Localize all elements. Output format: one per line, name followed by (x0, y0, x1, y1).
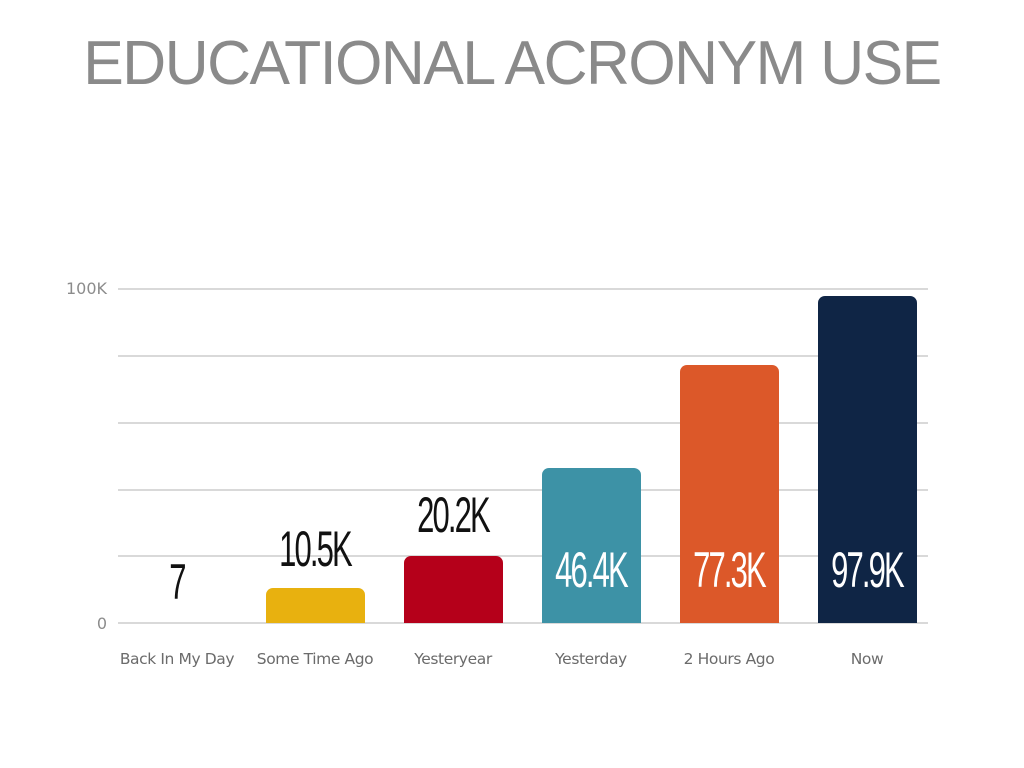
chart-title: EDUCATIONAL ACRONYM USE (83, 29, 942, 98)
value-label: 7 (169, 554, 186, 610)
bar-yesteryear (404, 556, 503, 623)
value-label: 77.3K (693, 542, 767, 598)
y-tick-max: 100K (65, 279, 107, 298)
bar-now (818, 296, 917, 623)
value-label: 97.9K (831, 542, 905, 598)
y-tick-min: 0 (96, 614, 107, 633)
x-axis-label: Yesteryear (414, 650, 492, 668)
x-axis-label: 2 Hours Ago (683, 650, 775, 668)
value-label: 20.2K (417, 487, 491, 543)
value-label: 10.5K (279, 521, 353, 577)
gridline-0 (118, 622, 928, 624)
bar-some-time-ago (266, 588, 365, 623)
gridline-40k (118, 489, 928, 491)
gridline-100k (118, 288, 928, 290)
x-axis-label: Now (850, 650, 884, 668)
value-label: 46.4K (555, 542, 629, 598)
gridline-20k (118, 555, 928, 557)
bar-yesterday (542, 468, 641, 623)
gridline-80k (118, 355, 928, 357)
bar-2-hours-ago (680, 365, 779, 623)
x-axis-label: Some Time Ago (256, 650, 374, 668)
gridline-60k (118, 422, 928, 424)
x-axis-label: Yesterday (555, 650, 627, 668)
x-axis-label: Back In My Day (119, 650, 235, 668)
